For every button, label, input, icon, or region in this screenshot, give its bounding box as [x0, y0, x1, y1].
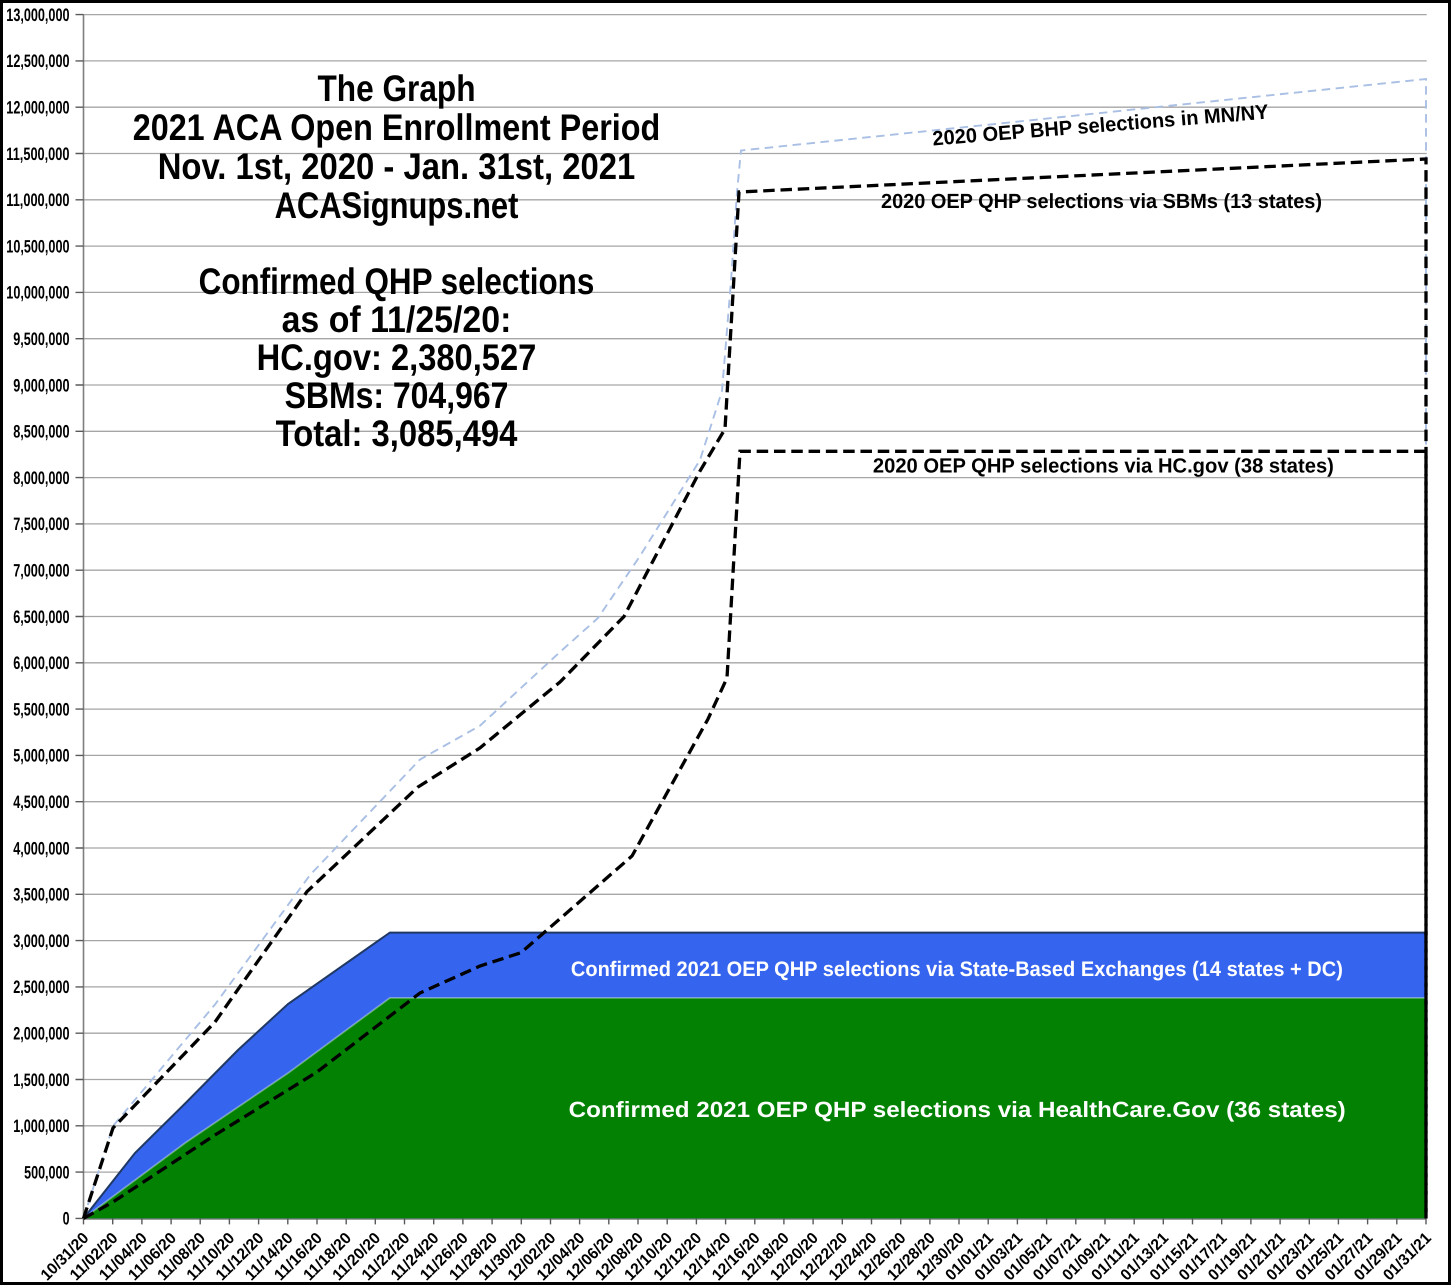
svg-text:11,000,000: 11,000,000	[6, 190, 69, 210]
svg-text:10,000,000: 10,000,000	[6, 283, 69, 303]
svg-text:500,000: 500,000	[24, 1162, 69, 1182]
svg-text:7,500,000: 7,500,000	[13, 514, 69, 534]
svg-text:11,500,000: 11,500,000	[6, 144, 69, 164]
svg-text:Confirmed QHP selections: Confirmed QHP selections	[199, 261, 595, 302]
svg-text:5,000,000: 5,000,000	[13, 746, 69, 766]
svg-text:Total: 3,085,494: Total: 3,085,494	[276, 413, 518, 454]
svg-text:2021 ACA Open Enrollment Perio: 2021 ACA Open Enrollment Period	[133, 107, 661, 148]
svg-text:Confirmed 2021 OEP QHP selecti: Confirmed 2021 OEP QHP selections via He…	[569, 1097, 1346, 1122]
svg-text:10,500,000: 10,500,000	[6, 236, 69, 256]
svg-text:The Graph: The Graph	[318, 68, 476, 109]
svg-text:ACASignups.net: ACASignups.net	[275, 185, 519, 226]
svg-text:4,500,000: 4,500,000	[13, 792, 69, 812]
svg-text:2020 OEP QHP selections via SB: 2020 OEP QHP selections via SBMs (13 sta…	[881, 190, 1322, 213]
svg-text:as of 11/25/20:: as of 11/25/20:	[282, 299, 512, 340]
svg-text:2,500,000: 2,500,000	[13, 977, 69, 997]
svg-text:3,500,000: 3,500,000	[13, 885, 69, 905]
svg-text:13,000,000: 13,000,000	[6, 5, 69, 25]
svg-text:9,000,000: 9,000,000	[13, 375, 69, 395]
svg-text:5,500,000: 5,500,000	[13, 699, 69, 719]
svg-text:9,500,000: 9,500,000	[13, 329, 69, 349]
svg-text:12,000,000: 12,000,000	[6, 98, 69, 118]
svg-text:8,500,000: 8,500,000	[13, 422, 69, 442]
svg-text:12,500,000: 12,500,000	[6, 51, 69, 71]
svg-text:4,000,000: 4,000,000	[13, 838, 69, 858]
svg-text:0: 0	[63, 1209, 70, 1229]
svg-text:Confirmed 2021 OEP QHP selecti: Confirmed 2021 OEP QHP selections via St…	[571, 958, 1343, 981]
svg-text:SBMs: 704,967: SBMs: 704,967	[285, 375, 509, 416]
svg-text:8,000,000: 8,000,000	[13, 468, 69, 488]
svg-text:2020 OEP QHP selections via HC: 2020 OEP QHP selections via HC.gov (38 s…	[873, 455, 1334, 478]
svg-text:2,000,000: 2,000,000	[13, 1024, 69, 1044]
svg-text:7,000,000: 7,000,000	[13, 561, 69, 581]
svg-text:6,500,000: 6,500,000	[13, 607, 69, 627]
svg-text:Nov. 1st, 2020 - Jan. 31st, 20: Nov. 1st, 2020 - Jan. 31st, 2021	[158, 146, 636, 187]
svg-text:HC.gov: 2,380,527: HC.gov: 2,380,527	[257, 337, 537, 378]
svg-text:1,500,000: 1,500,000	[13, 1070, 69, 1090]
svg-text:1,000,000: 1,000,000	[13, 1116, 69, 1136]
svg-text:6,000,000: 6,000,000	[13, 653, 69, 673]
svg-text:3,000,000: 3,000,000	[13, 931, 69, 951]
